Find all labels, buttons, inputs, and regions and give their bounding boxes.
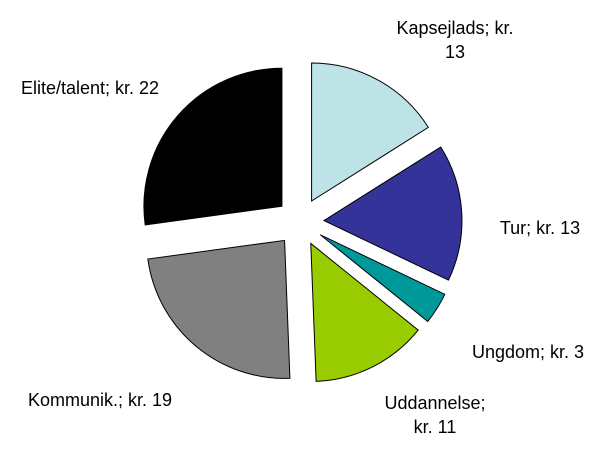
pie-slice (311, 62, 430, 202)
slice-label: Tur; kr. 13 (499, 218, 581, 238)
slice-label: Ungdom; kr. 3 (471, 342, 585, 362)
pie-slice (310, 242, 419, 382)
pie-slice (143, 67, 283, 226)
pie-slice (322, 146, 463, 281)
slice-label: Uddannelse; kr. 11 (384, 393, 486, 437)
pie-slice (319, 234, 446, 323)
pie-slice (147, 239, 291, 379)
slice-label: Elite/talent; kr. 22 (20, 78, 160, 98)
slice-label: Kapsejlads; kr. 13 (396, 18, 514, 62)
slice-label: Kommunik.; kr. 19 (27, 390, 173, 410)
